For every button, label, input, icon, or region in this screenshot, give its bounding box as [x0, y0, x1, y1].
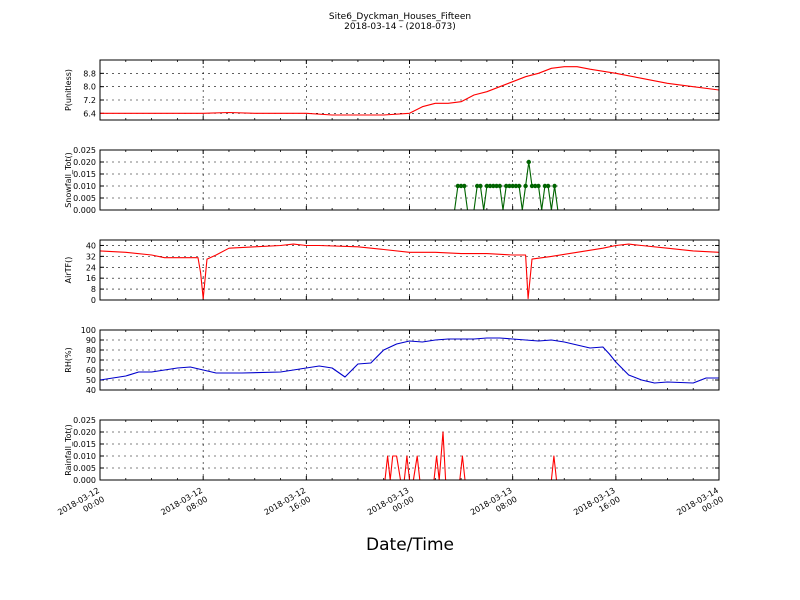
y-tick-label: 8 — [91, 285, 96, 294]
panel-1: 6.4 7.2 8.0 8.8 P(unitless) — [64, 59, 720, 121]
series-line — [99, 337, 719, 384]
y-axis-label: AirTF() — [64, 257, 73, 284]
data-point — [455, 183, 461, 189]
y-tick-label: 80 — [86, 346, 96, 355]
plot-frame — [99, 239, 720, 301]
y-tick-label: 24 — [86, 263, 96, 272]
panel-5: 0.000 0.005 0.010 0.015 0.020 0.025Rainfall_T… — [64, 416, 720, 485]
data-point — [523, 183, 528, 189]
data-point — [462, 183, 467, 189]
data-point — [504, 183, 509, 189]
y-tick-label: 7.2 — [83, 96, 96, 105]
plot-frame — [99, 59, 720, 121]
data-point — [513, 183, 519, 189]
y-tick-label: 0.015 — [73, 440, 96, 449]
data-point — [475, 183, 480, 189]
panel-2: 0.000 0.005 0.010 0.015 0.020 0.025Snowfall_T… — [64, 146, 720, 215]
y-tick-label: 0.010 — [73, 452, 96, 461]
y-axis-label: Rainfall_Tot() — [64, 424, 73, 476]
plot-frame — [99, 329, 720, 391]
y-tick-label: 0.000 — [73, 206, 96, 215]
data-point — [533, 183, 538, 189]
y-tick-label: 0.015 — [73, 170, 96, 179]
chart-title: Site6_Dyckman_Houses_Fifteen — [329, 12, 471, 22]
data-point — [510, 183, 515, 189]
plot-frame — [99, 419, 720, 481]
data-point — [545, 183, 551, 189]
y-tick-label: 70 — [86, 356, 96, 365]
y-tick-label: 60 — [86, 366, 96, 375]
chart-subtitle: 2018-03-14 - (2018-073) — [344, 22, 456, 32]
data-point — [484, 183, 490, 189]
series-line — [100, 66, 720, 116]
y-tick-label: 6.4 — [83, 109, 96, 118]
data-point — [487, 183, 493, 189]
y-axis-label: RH(%) — [64, 347, 73, 372]
data-point — [458, 183, 464, 189]
y-tick-label: 0 — [91, 296, 96, 305]
y-tick-label: 50 — [86, 376, 96, 385]
data-point — [507, 183, 512, 189]
y-tick-label: 0.010 — [73, 182, 96, 191]
data-point — [552, 183, 557, 189]
y-tick-label: 0.025 — [73, 416, 96, 425]
y-tick-label: 0.000 — [73, 476, 96, 485]
y-tick-label: 32 — [86, 252, 96, 261]
y-axis-label: P(unitless) — [64, 69, 73, 111]
series-line — [99, 243, 720, 300]
y-tick-label: 100 — [81, 326, 96, 335]
panel-3: 0 8 16 24 32 40 AirTF() — [64, 239, 720, 305]
data-point — [491, 183, 496, 189]
y-tick-label: 40 — [86, 241, 96, 250]
x-axis-label: Date/Time — [366, 535, 454, 555]
plot-frame — [99, 149, 720, 211]
data-point — [526, 159, 531, 165]
y-tick-label: 0.025 — [73, 146, 96, 155]
y-tick-label: 8.0 — [83, 83, 96, 92]
data-point — [478, 183, 483, 189]
data-point — [529, 183, 535, 189]
y-tick-label: 0.005 — [73, 194, 96, 203]
y-axis-label: Snowfall_Tot() — [64, 152, 73, 208]
y-tick-label: 16 — [86, 274, 96, 283]
y-tick-label: 40 — [86, 386, 96, 395]
y-tick-label: 0.020 — [73, 428, 96, 437]
y-tick-label: 0.020 — [73, 158, 96, 167]
y-tick-label: 0.005 — [73, 464, 96, 473]
data-point — [542, 183, 548, 189]
panels: 6.47.28.08.8P(unitless)0.0000.0050.0100.… — [64, 59, 720, 485]
data-point — [497, 183, 502, 189]
data-point — [536, 183, 541, 189]
y-tick-label: 8.8 — [83, 69, 96, 78]
y-tick-label: 90 — [86, 336, 96, 345]
data-point — [516, 183, 522, 189]
data-point — [494, 183, 499, 189]
